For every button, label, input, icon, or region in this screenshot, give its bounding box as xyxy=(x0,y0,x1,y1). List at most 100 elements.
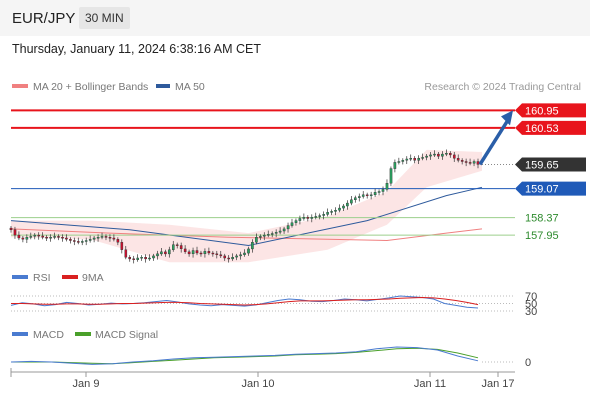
candle xyxy=(195,250,199,254)
price-level-label: 159.07 xyxy=(525,184,559,196)
candle xyxy=(342,205,345,209)
legend-swatch-9ma xyxy=(62,275,78,279)
candle xyxy=(120,241,124,250)
candle xyxy=(330,211,333,213)
candle xyxy=(203,251,207,255)
candle xyxy=(306,217,310,219)
legend-swatch-macd-signal xyxy=(75,332,91,336)
candle xyxy=(259,236,262,238)
legend-label-ma20: MA 20 + Bollinger Bands xyxy=(33,81,148,93)
candle xyxy=(160,251,163,255)
candle xyxy=(409,157,413,160)
candle xyxy=(449,152,452,156)
candle xyxy=(112,237,116,240)
candle xyxy=(456,157,460,161)
candle xyxy=(263,234,266,237)
candle xyxy=(92,237,96,240)
candle xyxy=(361,194,365,197)
candle xyxy=(255,236,258,243)
candle xyxy=(124,249,128,258)
candle xyxy=(183,248,187,252)
candle xyxy=(175,244,179,246)
candle xyxy=(294,220,298,223)
candle xyxy=(156,253,159,257)
instrument-title: EUR/JPY xyxy=(12,10,76,27)
candle xyxy=(251,241,254,250)
candle xyxy=(132,258,136,260)
candle xyxy=(290,222,294,226)
candle xyxy=(322,214,326,216)
price-level-label: 159.65 xyxy=(525,159,559,171)
candle xyxy=(318,215,322,217)
candle xyxy=(223,255,227,259)
legend-label-ma50: MA 50 xyxy=(175,81,205,93)
x-tick-label: Jan 10 xyxy=(241,378,274,390)
candle xyxy=(57,236,60,238)
rsi-9ma-line xyxy=(11,296,479,306)
price-level-tag xyxy=(515,120,586,135)
candle xyxy=(88,239,92,241)
candle xyxy=(33,234,37,237)
candle xyxy=(433,153,436,156)
candle xyxy=(298,218,302,221)
candle xyxy=(108,236,112,239)
candle xyxy=(354,197,357,200)
candle xyxy=(338,207,341,211)
chart-datetime: Thursday, January 11, 2024 6:38:16 AM CE… xyxy=(12,42,261,56)
candle xyxy=(445,152,448,155)
candle xyxy=(460,160,464,162)
candle xyxy=(9,227,13,231)
candle xyxy=(278,230,282,233)
candle xyxy=(441,153,444,157)
candle xyxy=(235,255,238,258)
rsi-level-label: 70 xyxy=(525,291,537,303)
candle xyxy=(302,217,306,219)
candle xyxy=(207,251,211,254)
timeframe-badge[interactable]: 30 MIN xyxy=(79,7,130,29)
candle xyxy=(187,251,191,255)
price-level-label: 158.37 xyxy=(525,213,559,225)
candle xyxy=(72,240,76,242)
candle xyxy=(80,241,84,243)
price-level-label: 160.53 xyxy=(525,123,559,135)
rsi-level-label: 30 xyxy=(525,306,537,318)
candle xyxy=(413,157,417,161)
legend-label-macd: MACD xyxy=(33,329,64,341)
rsi-level-label: 50 xyxy=(525,299,537,311)
candle xyxy=(116,239,120,243)
projection-arrow xyxy=(478,117,511,166)
candle xyxy=(472,161,476,164)
candle xyxy=(61,236,64,239)
candle xyxy=(464,161,468,163)
candle xyxy=(310,217,314,219)
candle xyxy=(76,241,80,243)
x-tick-label: Jan 9 xyxy=(73,378,100,390)
legend-swatch-macd xyxy=(12,332,28,336)
candle xyxy=(286,225,290,230)
candle xyxy=(274,231,278,234)
candle xyxy=(421,157,424,159)
candle xyxy=(326,212,329,215)
candle xyxy=(243,252,246,255)
candle xyxy=(334,209,337,212)
candle xyxy=(215,253,219,256)
x-tick-label: Jan 17 xyxy=(481,378,514,390)
candle xyxy=(13,229,17,236)
copyright-label: Research © 2024 Trading Central xyxy=(424,81,581,93)
candle xyxy=(417,157,421,161)
legend-swatch-ma50 xyxy=(156,84,170,88)
legend-label-macd-signal: MACD Signal xyxy=(95,329,158,341)
candle xyxy=(69,239,72,241)
candle xyxy=(53,236,56,238)
candle xyxy=(179,245,183,249)
candle xyxy=(314,216,318,218)
candle xyxy=(429,154,432,157)
candle xyxy=(167,249,171,255)
candle xyxy=(41,235,44,238)
candle xyxy=(425,155,428,158)
candle xyxy=(227,257,231,260)
legend-swatch-rsi xyxy=(12,275,28,279)
candle xyxy=(25,236,29,240)
candle xyxy=(164,251,167,255)
